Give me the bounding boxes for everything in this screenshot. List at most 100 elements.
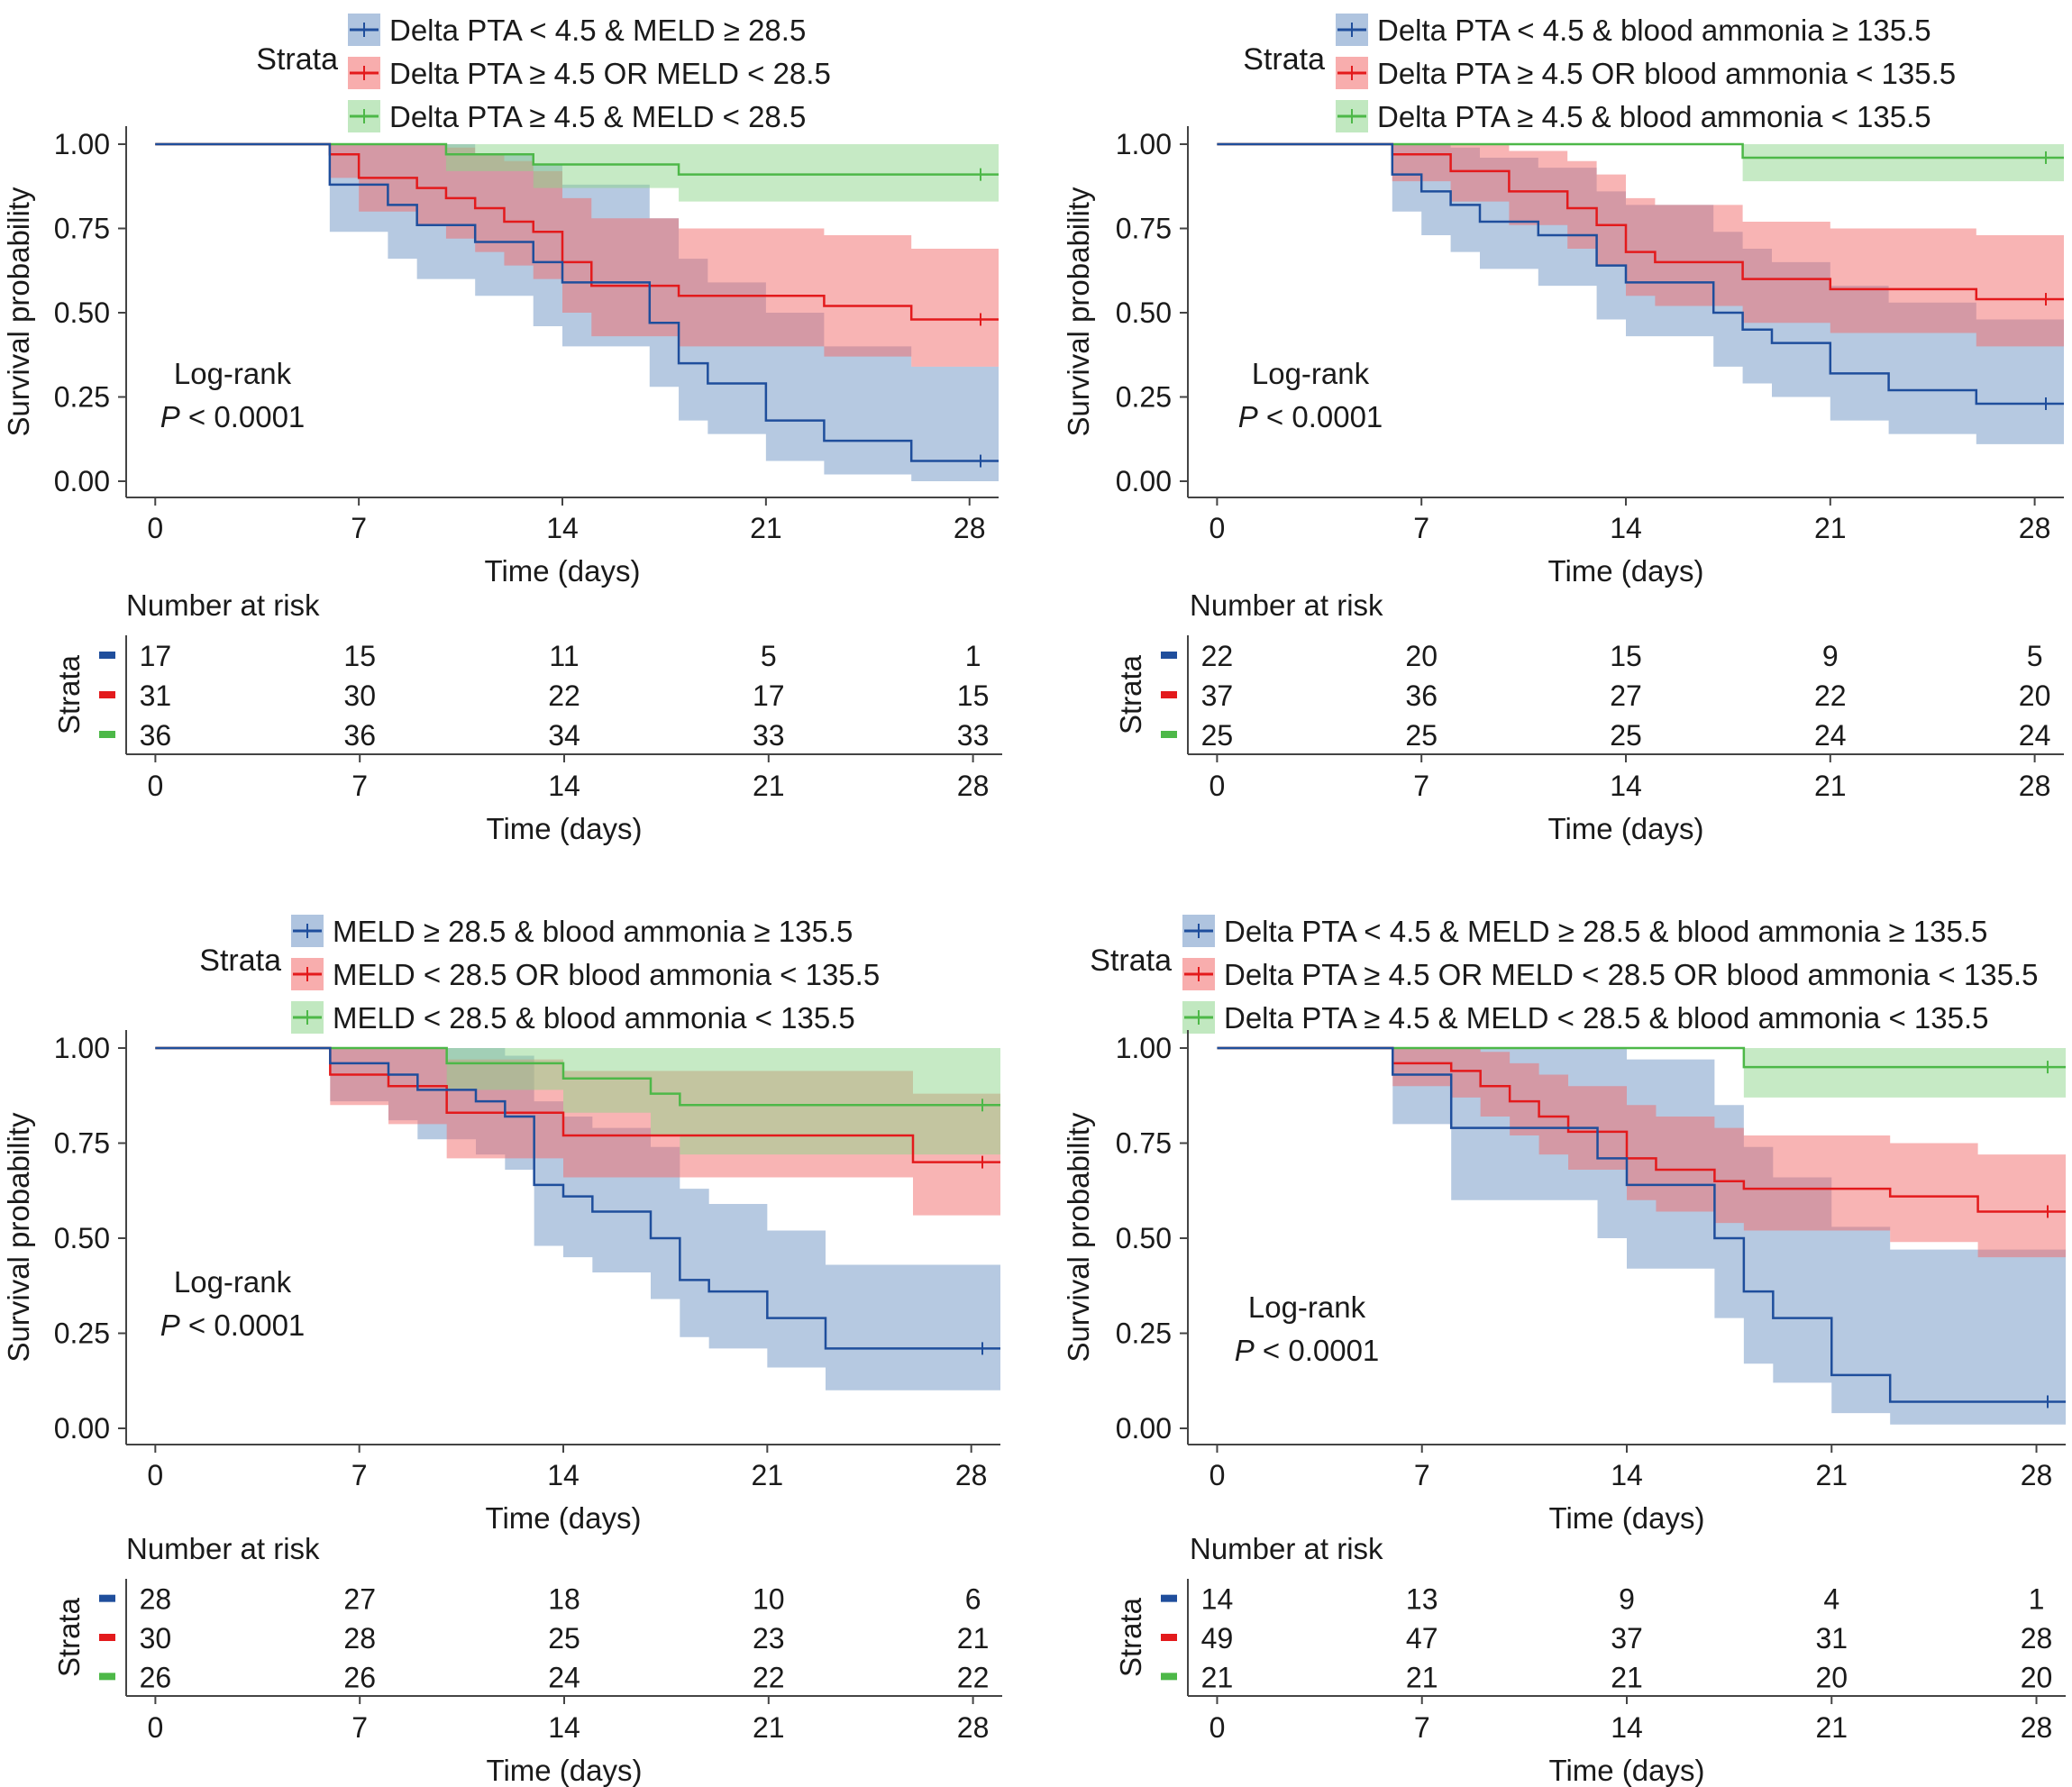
risk-x-tick-label: 28 <box>2021 1711 2053 1744</box>
y-tick-label: 0.00 <box>1116 465 1172 497</box>
survival-line-blue <box>1217 1046 2066 1403</box>
risk-x-tick-label: 14 <box>548 1711 580 1744</box>
y-tick-label: 0.75 <box>54 1127 110 1160</box>
risk-table: Number at risk 28 27 18 10 6 30 28 25 23 21 26 26 24 2… <box>52 1532 1002 1787</box>
legend-label: MELD < 28.5 OR blood ammonia < 135.5 <box>333 958 880 991</box>
risk-x-tick-label: 0 <box>148 1711 164 1744</box>
survival-line-red <box>1217 142 2064 301</box>
legend-item: Delta PTA ≥ 4.5 OR MELD < 28.5 OR blood … <box>1182 958 2038 991</box>
legend-item: Delta PTA < 4.5 & blood ammonia ≥ 135.5 <box>1336 14 1931 47</box>
risk-count: 11 <box>549 640 579 672</box>
x-tick-label: 0 <box>1209 512 1226 544</box>
survival-line-red <box>1217 1046 2066 1213</box>
legend-title: Strata <box>199 944 281 978</box>
p-symbol: P <box>160 1308 180 1342</box>
risk-table-y-title: Strata <box>52 654 86 734</box>
y-tick-label: 1.00 <box>1116 1032 1172 1064</box>
risk-x-tick-label: 0 <box>1209 770 1226 802</box>
legend: Strata Delta PTA < 4.5 & MELD ≥ 28.5 & bl… <box>1090 915 2038 1035</box>
risk-count: 47 <box>1406 1622 1438 1655</box>
ci-band-red <box>1217 144 2064 347</box>
legend-item: MELD ≥ 28.5 & blood ammonia ≥ 135.5 <box>291 915 853 948</box>
risk-x-tick-label: 21 <box>1815 1711 1848 1744</box>
risk-row-key <box>1161 652 1177 659</box>
legend-title: Strata <box>1243 42 1325 77</box>
risk-table-title: Number at risk <box>1190 588 1383 622</box>
legend-label: MELD ≥ 28.5 & blood ammonia ≥ 135.5 <box>333 915 853 948</box>
risk-x-tick-label: 28 <box>957 1711 990 1744</box>
x-tick-label: 28 <box>954 512 986 544</box>
legend: Strata Delta PTA < 4.5 & MELD ≥ 28.5 Delta… <box>256 14 831 133</box>
risk-row-key <box>99 1634 115 1641</box>
y-tick-label: 0.25 <box>1116 381 1172 414</box>
p-value-label: P < 0.0001 <box>160 1308 306 1342</box>
risk-count: 17 <box>753 679 785 712</box>
risk-x-tick-label: 28 <box>2019 770 2051 802</box>
legend-label: Delta PTA ≥ 4.5 & MELD < 28.5 & blood am… <box>1224 1001 1988 1035</box>
risk-x-tick-label: 7 <box>1414 1711 1430 1744</box>
ci-band-red <box>155 144 999 367</box>
logrank-label: Log-rank <box>174 357 292 390</box>
risk-count: 25 <box>1201 719 1234 752</box>
risk-count: 20 <box>2019 679 2051 712</box>
km-panel-1: Strata Delta PTA < 4.5 & MELD ≥ 28.5 Delta… <box>2 14 1002 845</box>
risk-x-axis-title: Time (days) <box>1548 812 1704 845</box>
x-tick-label: 28 <box>2019 512 2051 544</box>
legend-item: Delta PTA < 4.5 & MELD ≥ 28.5 & blood am… <box>1182 915 1987 948</box>
survival-line-green <box>155 142 999 176</box>
x-tick-label: 21 <box>750 512 782 544</box>
risk-row-key <box>99 691 115 698</box>
km-panel-3: Strata MELD ≥ 28.5 & blood ammonia ≥ 135.… <box>2 915 1002 1787</box>
risk-count: 9 <box>1822 640 1839 672</box>
risk-x-tick-label: 21 <box>753 770 785 802</box>
legend-title: Strata <box>256 42 338 77</box>
risk-count: 24 <box>1814 719 1847 752</box>
legend: Strata MELD ≥ 28.5 & blood ammonia ≥ 135.… <box>199 915 880 1035</box>
risk-count: 27 <box>343 1583 376 1616</box>
x-tick-label: 7 <box>351 512 367 544</box>
risk-count: 30 <box>140 1622 172 1655</box>
y-axis-title: Survival probability <box>1062 1112 1095 1362</box>
risk-x-tick-label: 14 <box>1611 1711 1643 1744</box>
risk-row-key <box>1161 1673 1177 1681</box>
risk-x-axis-title: Time (days) <box>487 812 643 845</box>
km-panel-2: Strata Delta PTA < 4.5 & blood ammonia ≥ … <box>1062 14 2064 845</box>
risk-count: 37 <box>1611 1622 1643 1655</box>
ci-band-blue <box>155 1048 1001 1390</box>
logrank-label: Log-rank <box>1248 1290 1366 1324</box>
y-tick-label: 0.50 <box>54 296 110 329</box>
risk-x-tick-label: 14 <box>1610 770 1642 802</box>
x-tick-label: 28 <box>955 1459 988 1491</box>
risk-count: 33 <box>753 719 785 752</box>
y-tick-label: 1.00 <box>54 1032 110 1064</box>
risk-count: 25 <box>1405 719 1438 752</box>
risk-count: 23 <box>753 1622 785 1655</box>
y-axis-title: Survival probability <box>2 1112 35 1362</box>
y-tick-label: 0.75 <box>54 213 110 245</box>
risk-row-key <box>99 1594 115 1602</box>
risk-row-key <box>1161 1634 1177 1641</box>
survival-line-green <box>155 1046 1000 1107</box>
legend-label: Delta PTA < 4.5 & MELD ≥ 28.5 & blood am… <box>1224 915 1987 948</box>
risk-table: Number at risk 14 13 9 4 1 49 47 37 31 28 21 21 21 20 2… <box>1114 1532 2066 1787</box>
risk-count: 28 <box>140 1583 172 1616</box>
risk-x-tick-label: 14 <box>548 770 580 802</box>
survival-line-red <box>155 1046 1000 1163</box>
x-tick-label: 0 <box>1209 1459 1226 1491</box>
x-tick-label: 21 <box>1814 512 1847 544</box>
x-tick-label: 14 <box>1610 512 1642 544</box>
ci-band-green <box>155 144 999 202</box>
survival-line-blue <box>155 142 999 462</box>
risk-row-key <box>1161 691 1177 698</box>
legend-item: MELD < 28.5 & blood ammonia < 135.5 <box>291 1001 855 1035</box>
legend-label: Delta PTA ≥ 4.5 & MELD < 28.5 <box>389 100 806 133</box>
legend-item: Delta PTA ≥ 4.5 & MELD < 28.5 <box>348 100 806 133</box>
p-value-label: P < 0.0001 <box>1238 400 1383 433</box>
risk-x-tick-label: 21 <box>1814 770 1847 802</box>
p-value: < 0.0001 <box>180 400 306 433</box>
ci-band-red <box>1217 1048 2066 1258</box>
legend-item: Delta PTA ≥ 4.5 OR MELD < 28.5 <box>348 57 831 90</box>
legend-title: Strata <box>1090 944 1172 978</box>
risk-table-y-title: Strata <box>1114 654 1147 734</box>
